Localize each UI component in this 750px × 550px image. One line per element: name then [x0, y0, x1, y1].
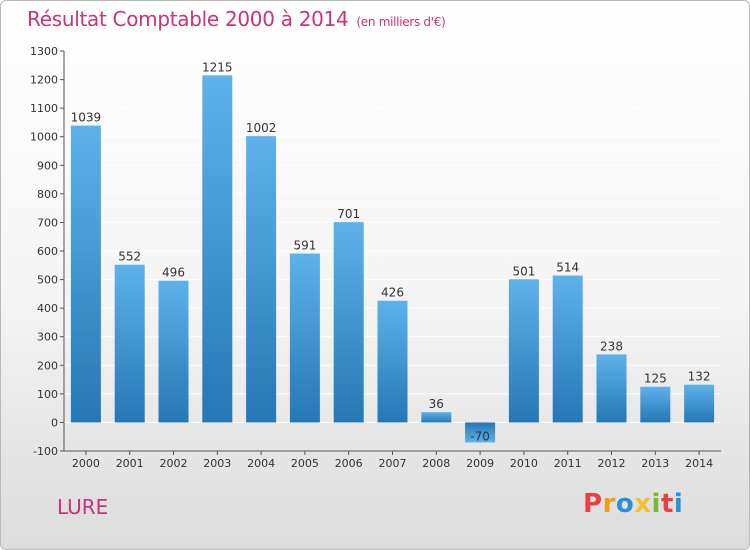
city-name: LURE	[57, 495, 109, 519]
value-label: -70	[470, 429, 490, 443]
value-label: 496	[162, 266, 185, 280]
x-tick-label: 2011	[554, 457, 582, 470]
value-label: 552	[118, 250, 141, 264]
logo-letter: x	[634, 489, 652, 519]
y-tick-label: 400	[37, 302, 58, 315]
logo-letter: P	[583, 489, 603, 519]
x-tick-label: 2014	[685, 457, 713, 470]
x-tick-label: 2006	[335, 457, 363, 470]
value-label: 426	[381, 286, 404, 300]
x-tick-label: 2005	[291, 457, 319, 470]
y-tick-label: 600	[37, 245, 58, 258]
x-tick-label: 2010	[510, 457, 538, 470]
y-tick-label: 300	[37, 331, 58, 344]
value-label: 514	[556, 261, 579, 275]
chart-title: Résultat Comptable 2000 à 2014 (en millie…	[27, 7, 446, 31]
y-tick-label: 800	[37, 188, 58, 201]
bar-2008	[421, 412, 452, 423]
x-tick-label: 2002	[160, 457, 188, 470]
x-tick-label: 2001	[116, 457, 144, 470]
logo-letter: i	[673, 489, 684, 519]
x-tick-label: 2000	[72, 457, 100, 470]
chart-title-text: Résultat Comptable 2000 à 2014	[27, 7, 349, 31]
bar-2002	[158, 280, 189, 423]
x-tick-label: 2013	[641, 457, 669, 470]
value-label: 591	[293, 239, 316, 253]
bar-2007	[377, 300, 408, 423]
value-label: 1039	[71, 111, 102, 125]
value-label: 125	[644, 372, 667, 386]
y-tick-label: 900	[37, 159, 58, 172]
value-label: 701	[337, 207, 360, 221]
value-label: 238	[600, 339, 623, 353]
x-tick-label: 2008	[422, 457, 450, 470]
bar-2012	[596, 354, 627, 423]
bar-2005	[289, 253, 320, 423]
chart-subtitle: (en milliers d'€)	[356, 15, 446, 29]
y-tick-label: 1100	[30, 102, 58, 115]
logo-letter: r	[602, 489, 616, 519]
y-tick-label: 0	[51, 416, 58, 429]
bar-2004	[246, 136, 277, 423]
value-label: 132	[688, 370, 711, 384]
bars	[70, 75, 715, 443]
logo-letter: t	[660, 489, 674, 519]
bar-2013	[640, 386, 671, 423]
logo-letter: o	[615, 489, 635, 519]
axes: -100 0 100 200 300 400 500 600 700 800 900 1000 1100…	[30, 45, 721, 470]
bar-2003	[202, 75, 233, 423]
y-tick-label: -100	[33, 445, 58, 458]
bar-2010	[508, 279, 539, 423]
y-tick-label: 200	[37, 359, 58, 372]
value-labels: 1039 552 496 1215 1002 591 701 426 36 -70 501 514 23…	[71, 60, 711, 443]
bar-2006	[333, 222, 364, 423]
proxiti-logo[interactable]: Proxiti	[583, 489, 683, 519]
y-tick-label: 1200	[30, 74, 58, 87]
value-label: 1215	[202, 60, 233, 74]
value-label: 1002	[246, 121, 277, 135]
bar-2011	[552, 275, 583, 423]
x-tick-label: 2004	[247, 457, 275, 470]
y-tick-label: 500	[37, 274, 58, 287]
y-tick-label: 700	[37, 216, 58, 229]
bar-2014	[684, 384, 715, 423]
bar-2009	[465, 422, 496, 443]
bar-2000	[70, 125, 101, 423]
x-tick-label: 2003	[203, 457, 231, 470]
y-tick-label: 1000	[30, 131, 58, 144]
logo-letter: i	[651, 489, 661, 519]
y-tick-label: 100	[37, 388, 58, 401]
value-label: 501	[512, 264, 535, 278]
x-tick-label: 2007	[379, 457, 407, 470]
value-label: 36	[429, 397, 444, 411]
x-tick-label: 2012	[598, 457, 626, 470]
y-tick-label: 1300	[30, 45, 58, 58]
bar-2001	[114, 264, 145, 423]
x-tick-label: 2009	[466, 457, 494, 470]
